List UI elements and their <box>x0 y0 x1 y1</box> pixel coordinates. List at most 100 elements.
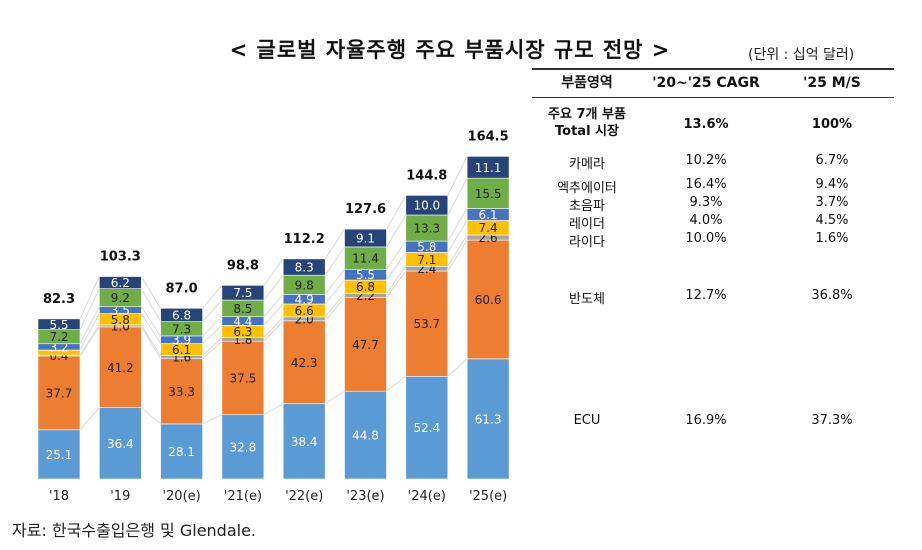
series-connector-line <box>386 252 407 281</box>
bar-segment-semiconductor <box>405 270 449 377</box>
data-label: 9.8 <box>295 278 314 292</box>
data-label: 37.7 <box>46 386 73 400</box>
bar-segment-semiconductor <box>344 297 387 392</box>
total-label: 103.3 <box>100 250 141 265</box>
series-connector-line <box>79 306 100 344</box>
data-label: 8.3 <box>295 261 314 275</box>
row-name: 초음파 <box>569 199 605 214</box>
row-share: 36.8% <box>811 288 853 303</box>
series-connector-line <box>324 390 345 405</box>
series-connector-line <box>324 228 345 260</box>
header-segment: 부품영역 <box>561 75 613 91</box>
total-label: 112.2 <box>284 232 325 247</box>
data-label: 11.4 <box>352 252 379 266</box>
data-label: 7.3 <box>172 322 191 336</box>
total-name-line2: Total 시장 <box>555 124 619 139</box>
series-connector-line <box>447 156 468 196</box>
data-label: 6.8 <box>172 308 191 322</box>
x-tick-label: '20(e) <box>162 489 200 504</box>
series-connector-line <box>386 240 407 270</box>
total-label: 164.5 <box>468 129 509 144</box>
row-name: 반도체 <box>569 292 605 307</box>
row-cagr: 12.7% <box>685 288 727 303</box>
row-cagr: 4.0% <box>689 213 723 228</box>
bar-segment-semiconductor <box>466 239 510 360</box>
bar-segment-camera <box>160 307 203 322</box>
series-connector-line <box>79 324 100 356</box>
series-connector-line <box>202 414 223 425</box>
data-label: 15.5 <box>475 187 502 201</box>
series-connector-line <box>263 403 284 416</box>
row-cagr: 10.2% <box>685 153 727 168</box>
row-cagr: 16.9% <box>685 413 727 428</box>
series-connector-line <box>202 299 223 322</box>
data-label: 8.5 <box>233 302 252 316</box>
series-connector-line <box>140 324 162 356</box>
bar-segment-ecu <box>344 390 387 480</box>
x-tick-label: '23(e) <box>346 489 384 504</box>
series-connector-line <box>140 313 162 344</box>
data-label: 4.4 <box>233 315 252 329</box>
series-connector-line <box>263 316 284 339</box>
data-label: 61.3 <box>475 412 502 426</box>
data-label: 7.5 <box>233 286 252 300</box>
series-connector-line <box>263 274 284 301</box>
x-tick-label: '22(e) <box>285 489 323 504</box>
data-label: 5.5 <box>356 268 375 282</box>
data-label: 52.4 <box>413 421 440 435</box>
series-connector-line <box>324 246 345 276</box>
series-connector-line <box>447 208 468 242</box>
data-label: 5.5 <box>49 318 68 332</box>
bar-segment-camera <box>221 285 265 301</box>
data-label: 44.8 <box>352 429 379 443</box>
stacked-bar-chart: 25.137.70.43.27.25.582.3'1836.441.21.05.… <box>37 129 510 504</box>
data-label: 4.9 <box>295 293 314 307</box>
x-tick-label: '18 <box>49 489 69 504</box>
total-label: 144.8 <box>406 168 447 183</box>
series-connector-line <box>140 276 162 309</box>
series-connector-line <box>79 276 100 320</box>
series-connector-line <box>140 288 162 322</box>
bar-segment-ecu <box>466 358 510 480</box>
series-connector-line <box>263 294 284 318</box>
row-cagr: 9.3% <box>689 195 723 210</box>
series-connector-line <box>324 279 345 305</box>
series-connector-line <box>386 270 407 298</box>
data-label: 13.3 <box>413 222 440 236</box>
series-connector-line <box>447 239 468 272</box>
total-label: 87.0 <box>166 281 198 296</box>
series-connector-line <box>447 177 468 216</box>
series-connector-line <box>263 303 284 326</box>
bar-segment-camera <box>344 228 387 248</box>
data-label: 5.8 <box>417 240 436 254</box>
row-cagr: 16.4% <box>685 177 727 192</box>
row-name: 엑추에이터 <box>557 181 617 196</box>
series-connector-line <box>324 293 345 318</box>
data-label: 9.2 <box>111 291 130 305</box>
series-connector-line <box>202 340 223 360</box>
total-label: 127.6 <box>345 202 386 217</box>
source-note: 자료: 한국수출입은행 및 Glendale. <box>12 521 257 540</box>
x-tick-label: '24(e) <box>408 489 446 504</box>
series-connector-line <box>324 268 345 295</box>
bar-segment-ecu <box>282 403 326 480</box>
data-label: 6.2 <box>111 276 130 290</box>
data-label: 6.6 <box>295 304 314 318</box>
bar-segment-actuator <box>405 214 449 242</box>
bar-segment-ecu <box>405 375 449 480</box>
table-top-rule <box>532 68 894 70</box>
data-label: 11.1 <box>475 161 502 175</box>
series-connector-line <box>79 288 100 330</box>
row-share: 6.7% <box>815 153 849 168</box>
data-label: 38.4 <box>291 435 318 449</box>
series-connector-line <box>140 326 162 359</box>
bar-segment-semiconductor <box>282 320 326 405</box>
data-label: 33.3 <box>168 385 195 399</box>
row-share: 9.4% <box>815 177 849 192</box>
total-label: 82.3 <box>43 292 75 307</box>
series-connector-line <box>140 407 161 425</box>
bar-segment-ecu <box>221 414 265 480</box>
data-label: 9.1 <box>356 232 375 246</box>
bar-segment-semiconductor <box>221 340 265 416</box>
series-connector-line <box>386 195 407 230</box>
